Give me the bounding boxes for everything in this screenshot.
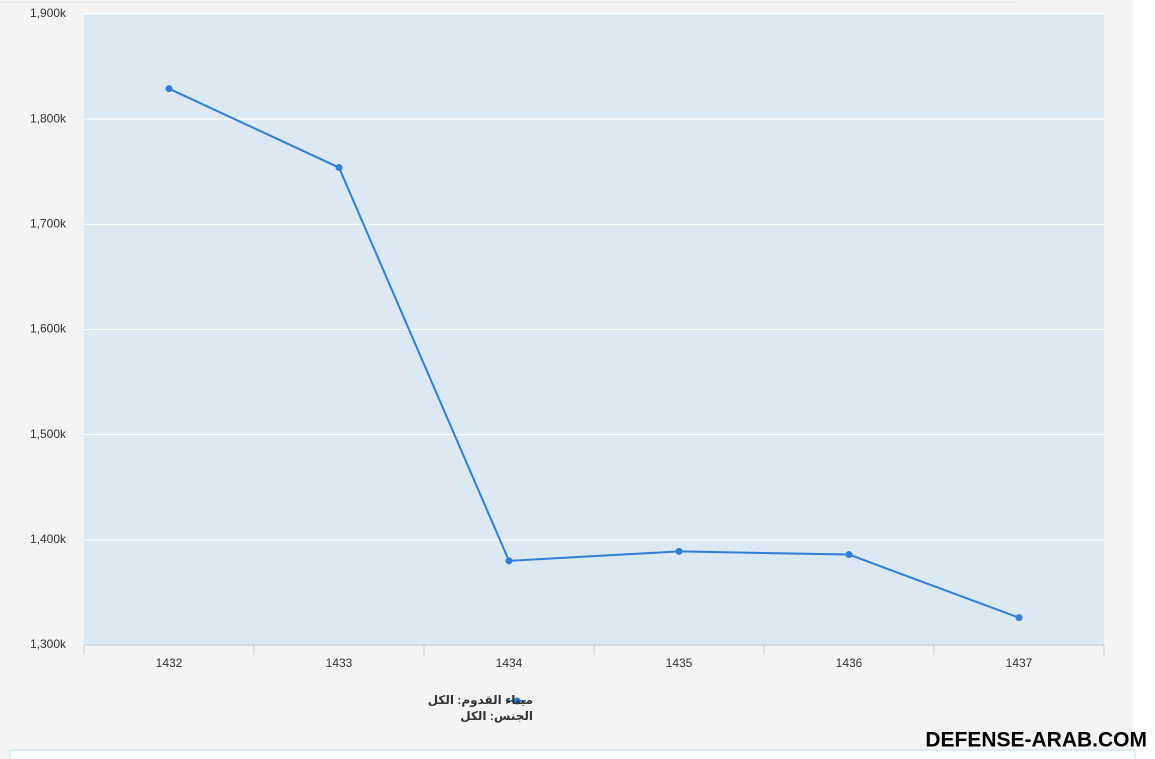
x-tick-label: 1436 xyxy=(836,656,863,670)
line xyxy=(168,87,1020,619)
point xyxy=(335,164,343,172)
side-panel xyxy=(1133,0,1155,759)
legend-marker xyxy=(513,697,521,705)
y-tick-label: 1,600k xyxy=(30,322,67,336)
x-tick-label: 1434 xyxy=(496,656,523,670)
x-tick-label: 1432 xyxy=(156,656,183,670)
y-tick-label: 1,700k xyxy=(30,217,67,231)
y-tick-label: 1,300k xyxy=(30,637,67,651)
point xyxy=(505,557,513,565)
point xyxy=(165,85,173,93)
watermark: DEFENSE-ARAB.COM xyxy=(925,729,1147,752)
x-tick-label: 1433 xyxy=(326,656,353,670)
x-tick-label: 1437 xyxy=(1006,656,1033,670)
x-tick-label: 1435 xyxy=(666,656,693,670)
y-tick-label: 1,900k xyxy=(30,6,67,20)
y-tick-label: 1,400k xyxy=(30,532,67,546)
legend-label: ميناء القدوم: الكل xyxy=(428,693,533,708)
point xyxy=(1015,614,1023,622)
y-tick-label: 1,800k xyxy=(30,111,67,125)
point xyxy=(675,547,683,555)
point xyxy=(845,551,853,559)
footer-box xyxy=(9,749,1136,759)
legend-note: الجنس: الكل xyxy=(460,709,533,723)
y-tick-label: 1,500k xyxy=(30,427,67,441)
